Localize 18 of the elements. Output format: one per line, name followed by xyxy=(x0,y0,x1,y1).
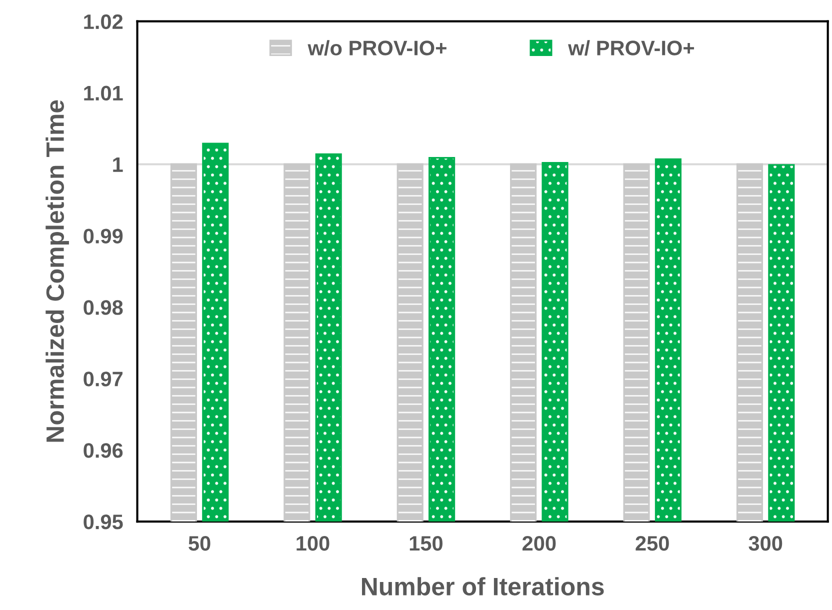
y-tick-label: 1.01 xyxy=(84,86,123,101)
x-tick-label: 150 xyxy=(410,536,442,551)
x-tick-label: 250 xyxy=(636,536,669,551)
x-tick-label: 200 xyxy=(522,536,556,551)
x-tick-label: 50 xyxy=(188,536,210,551)
x-tick-label: 100 xyxy=(296,536,330,551)
y-tick-label: 1 xyxy=(113,157,123,172)
y-axis-title: Normalized Completion Time xyxy=(46,100,69,442)
y-tick-label: 0.97 xyxy=(84,372,122,386)
y-tick-label: 0.98 xyxy=(84,300,123,315)
x-axis-title: Number of Iterations xyxy=(362,577,604,596)
y-tick-label: 0.99 xyxy=(84,228,123,244)
legend-label: w/ PROV-IO+ xyxy=(568,40,694,56)
y-tick-label: 0.95 xyxy=(84,514,123,530)
x-tick-label: 300 xyxy=(748,536,782,551)
y-tick-label: 1.02 xyxy=(84,14,123,30)
y-tick-label: 0.96 xyxy=(84,443,123,458)
legend-label: w/o PROV-IO+ xyxy=(308,40,446,56)
